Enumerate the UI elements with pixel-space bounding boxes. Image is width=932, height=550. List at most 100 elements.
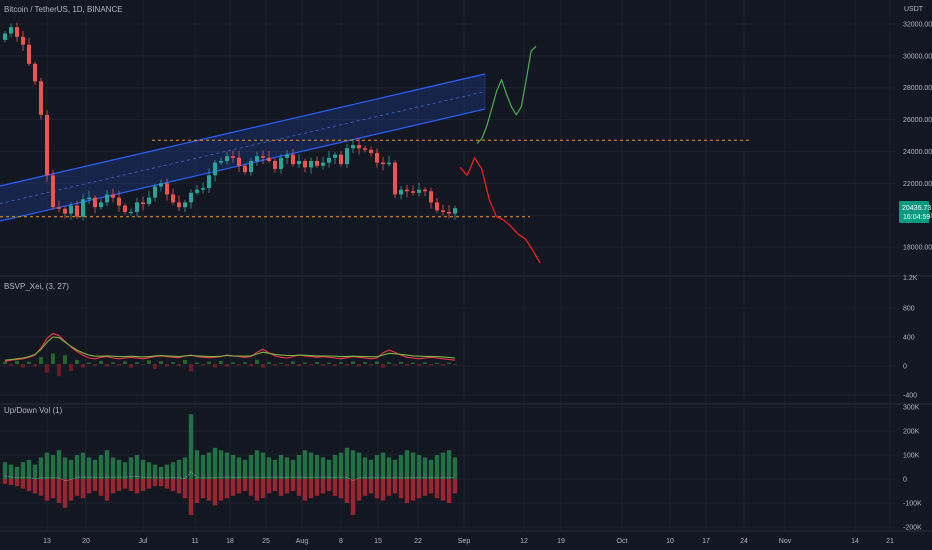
- candle-body: [165, 183, 169, 195]
- up-down-volume-pane[interactable]: [2, 414, 458, 515]
- up-volume-bar: [422, 457, 428, 479]
- histogram-bar: [195, 362, 199, 364]
- histogram-bar: [411, 362, 415, 364]
- axes: 18000.0020000.0022000.0024000.0026000.00…: [43, 22, 932, 546]
- candle-body: [267, 157, 271, 161]
- grid-lines: [0, 0, 932, 532]
- down-volume-bar: [146, 479, 152, 489]
- histogram-bar: [129, 364, 133, 368]
- histogram-bar: [345, 364, 349, 366]
- histogram-bar: [69, 364, 73, 371]
- histogram-bar: [327, 362, 331, 364]
- up-volume-bar: [410, 452, 416, 479]
- candle-body: [303, 160, 307, 168]
- net-volume-line: [4, 471, 456, 482]
- candle-body: [129, 211, 133, 213]
- histogram-bar: [183, 359, 187, 364]
- down-volume-bar: [278, 479, 284, 496]
- price-tick-label: 28000.00: [903, 85, 932, 92]
- down-volume-bar: [224, 479, 230, 499]
- candle-body: [159, 183, 163, 187]
- candle-body: [273, 160, 277, 169]
- histogram-bar: [273, 364, 277, 366]
- channel-lower-line: [0, 108, 486, 222]
- up-volume-bar: [212, 447, 218, 479]
- candle-body: [417, 189, 421, 193]
- down-volume-bar: [428, 479, 434, 494]
- down-volume-bar: [368, 479, 374, 494]
- time-tick-label: 10: [666, 538, 674, 545]
- down-volume-bar: [296, 479, 302, 496]
- histogram-bar: [417, 364, 421, 366]
- price-tag-box: [899, 201, 929, 223]
- histogram-bar: [201, 364, 205, 366]
- up-volume-bar: [308, 452, 314, 479]
- updown-tick-label: -100K: [903, 501, 922, 508]
- histogram-bar: [207, 361, 211, 364]
- histogram-bar: [243, 362, 247, 364]
- vp-tick-label: 1.2K: [903, 275, 918, 282]
- candle-body: [369, 149, 373, 154]
- down-volume-bar: [374, 479, 380, 499]
- vp-tick-label: 0: [903, 364, 907, 371]
- candle-body: [423, 189, 427, 192]
- down-volume-bar: [254, 479, 260, 501]
- candle-body: [15, 27, 19, 37]
- up-volume-bar: [110, 457, 116, 479]
- up-volume-bar: [44, 452, 50, 479]
- histogram-bar: [375, 361, 379, 364]
- candle-body: [345, 148, 349, 165]
- up-volume-bar: [176, 459, 182, 479]
- histogram-bar: [255, 359, 259, 364]
- price-tag-countdown: 16:04:59: [903, 214, 930, 221]
- down-volume-bar: [14, 479, 20, 487]
- histogram-bar: [291, 361, 295, 364]
- candle-body: [189, 192, 193, 203]
- up-volume-bar: [338, 452, 344, 479]
- down-volume-bar: [362, 479, 368, 496]
- up-volume-bar: [62, 457, 68, 479]
- candle-body: [201, 188, 205, 190]
- down-volume-bar: [8, 479, 14, 485]
- down-volume-bar: [80, 479, 86, 499]
- candle-body: [87, 197, 91, 200]
- candle-body: [333, 154, 337, 158]
- time-tick-label: 11: [191, 538, 198, 545]
- down-volume-bar: [416, 479, 422, 499]
- histogram-bar: [75, 359, 79, 364]
- up-volume-bar: [164, 464, 170, 479]
- candle-body: [243, 165, 247, 173]
- histogram-bar: [189, 364, 193, 372]
- candle-body: [237, 157, 241, 166]
- histogram-bar: [261, 364, 265, 368]
- histogram-bar: [57, 364, 61, 377]
- symbol-title: Bitcoin / TetherUS, 1D, BINANCE: [4, 5, 123, 14]
- down-volume-bar: [62, 479, 68, 508]
- down-volume-bar: [338, 479, 344, 499]
- histogram-bar: [51, 353, 55, 364]
- up-volume-bar: [278, 455, 284, 479]
- candle-body: [255, 156, 259, 161]
- histogram-bar: [285, 364, 289, 366]
- candle-body: [279, 157, 283, 169]
- candle-body: [435, 202, 439, 211]
- histogram-bar: [123, 361, 127, 364]
- candle-body: [27, 44, 31, 64]
- time-tick-label: 20: [82, 538, 90, 545]
- up-volume-bar: [86, 457, 92, 479]
- down-volume-bar: [452, 479, 458, 494]
- channel-upper-line: [0, 73, 486, 187]
- up-volume-bar: [146, 462, 152, 479]
- time-tick-label: Jul: [139, 538, 148, 545]
- up-volume-bar: [74, 455, 80, 479]
- time-tick-label: Aug: [296, 538, 309, 545]
- up-volume-bar: [14, 467, 20, 479]
- down-volume-bar: [260, 479, 266, 499]
- price-pane[interactable]: [0, 22, 895, 264]
- up-volume-bar: [254, 450, 260, 479]
- up-volume-bar: [128, 457, 134, 479]
- volume-profile-pane[interactable]: [3, 332, 457, 377]
- up-volume-bar: [248, 455, 254, 479]
